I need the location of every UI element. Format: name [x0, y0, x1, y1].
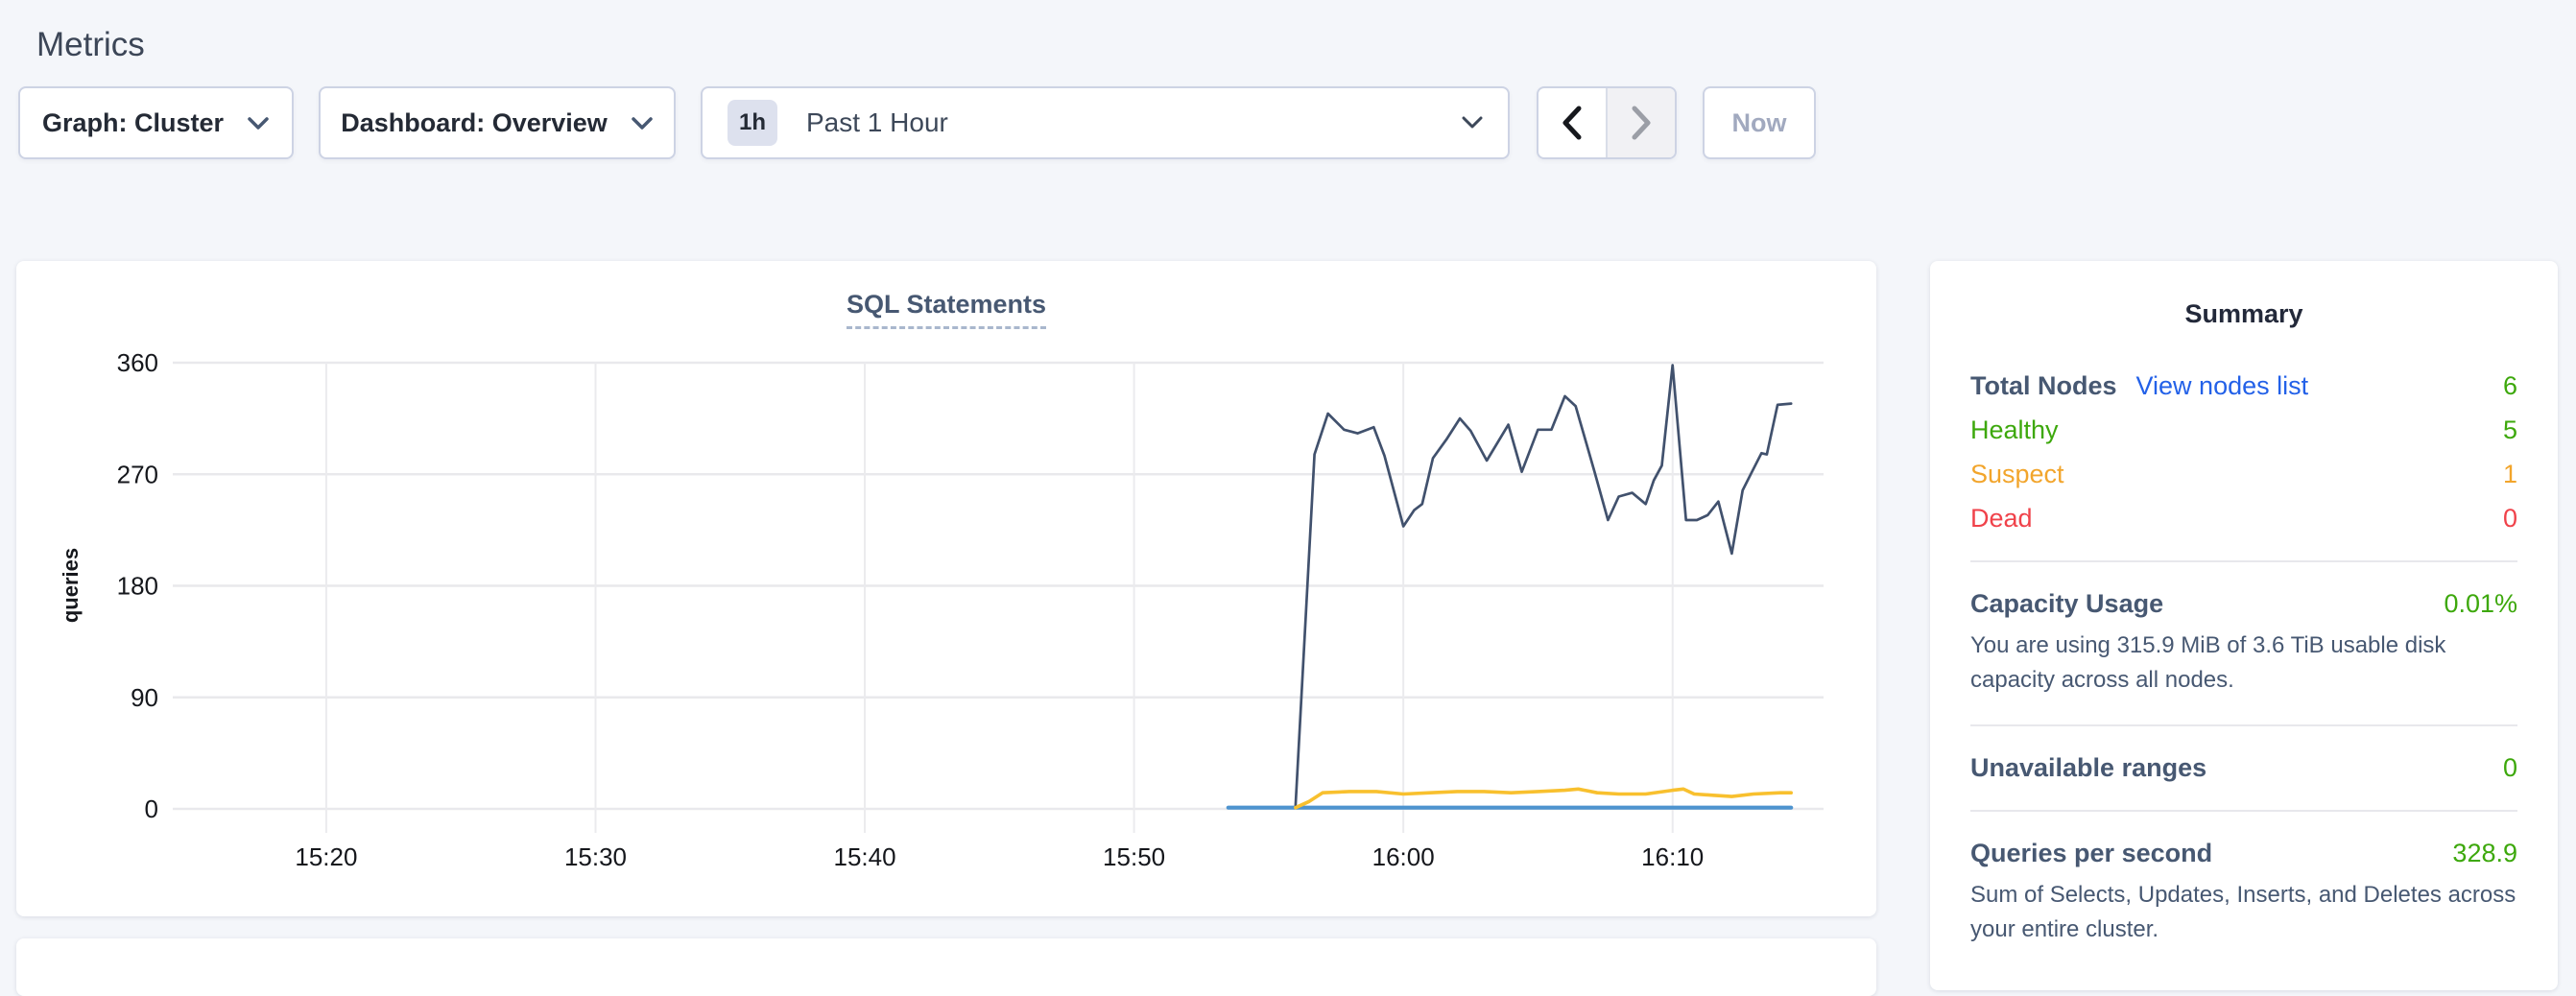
capacity-usage-description: You are using 315.9 MiB of 3.6 TiB usabl…: [1970, 632, 2446, 693]
svg-text:270: 270: [117, 460, 158, 488]
graph-dropdown-label: Graph: Cluster: [41, 107, 225, 137]
now-button-label: Now: [1731, 107, 1787, 137]
svg-text:16:00: 16:00: [1372, 842, 1435, 871]
svg-text:15:40: 15:40: [834, 842, 896, 871]
chevron-down-icon: [247, 116, 270, 130]
sql-statements-card: SQL Statements 0 90 180 270 360 15:20 15:30 15:…: [16, 261, 1876, 916]
capacity-usage-value: 0.01%: [2444, 589, 2517, 618]
chevron-down-icon: [1462, 116, 1483, 130]
yellow-series: [1294, 787, 1793, 810]
svg-text:90: 90: [131, 683, 158, 712]
unavailable-ranges-label: Unavailable ranges: [1970, 753, 2207, 782]
chart-title-wrap: SQL Statements: [16, 290, 1876, 329]
queries-per-second-label: Queries per second: [1970, 839, 2213, 867]
dead-nodes-row: Dead 0: [1970, 504, 2517, 534]
summary-heading: Summary: [2184, 299, 2303, 328]
svg-text:0: 0: [145, 794, 158, 823]
unavailable-ranges-row: Unavailable ranges 0: [1970, 753, 2517, 783]
chevron-left-icon: [1560, 105, 1585, 141]
suspect-nodes-row: Suspect 1: [1970, 460, 2517, 489]
time-range-badge: 1h: [727, 100, 777, 146]
healthy-nodes-row: Healthy 5: [1970, 415, 2517, 445]
svg-text:15:50: 15:50: [1103, 842, 1165, 871]
unavailable-ranges-value: 0: [2502, 753, 2517, 782]
summary-card: Summary Total Nodes View nodes list 6 He…: [1930, 261, 2558, 990]
sql-statements-chart[interactable]: 0 90 180 270 360 15:20 15:30 15:40 15:50 16:00 16:…: [16, 261, 1876, 916]
next-chart-card: [16, 938, 1876, 996]
chart-title[interactable]: SQL Statements: [846, 290, 1047, 329]
divider: [1970, 810, 2517, 812]
healthy-value: 5: [2502, 415, 2517, 444]
metrics-page: { "page": { "title": "Metrics" }, "toolb…: [16, 26, 2558, 996]
time-range-pager: [1537, 86, 1677, 159]
capacity-usage-label: Capacity Usage: [1970, 589, 2164, 618]
queries-per-second-row: Queries per second 328.9: [1970, 839, 2517, 868]
svg-text:16:10: 16:10: [1641, 842, 1704, 871]
dead-label: Dead: [1970, 504, 2033, 533]
dashboard-dropdown[interactable]: Dashboard: Overview: [319, 86, 676, 159]
divider: [1970, 724, 2517, 726]
suspect-value: 1: [2502, 460, 2517, 488]
total-nodes-value: 6: [2502, 371, 2517, 400]
divider: [1970, 560, 2517, 562]
now-button[interactable]: Now: [1703, 86, 1816, 159]
time-range-label: Past 1 Hour: [806, 107, 948, 137]
healthy-label: Healthy: [1970, 415, 2059, 444]
chevron-right-icon: [1629, 105, 1654, 141]
graph-dropdown[interactable]: Graph: Cluster: [18, 86, 294, 159]
queries-per-second-value: 328.9: [2452, 839, 2517, 867]
svg-text:queries: queries: [59, 548, 83, 623]
time-range-select[interactable]: 1h Past 1 Hour: [701, 86, 1510, 159]
svg-text:360: 360: [117, 348, 158, 377]
svg-text:15:20: 15:20: [295, 842, 357, 871]
view-nodes-link[interactable]: View nodes list: [2135, 371, 2309, 400]
total-nodes-label: Total Nodes: [1970, 371, 2117, 400]
svg-text:15:30: 15:30: [564, 842, 627, 871]
chevron-down-icon: [631, 116, 654, 130]
dead-value: 0: [2502, 504, 2517, 533]
prev-range-button[interactable]: [1538, 88, 1606, 157]
svg-text:180: 180: [117, 572, 158, 601]
suspect-label: Suspect: [1970, 460, 2064, 488]
total-nodes-row: Total Nodes View nodes list 6: [1970, 371, 2517, 401]
queries-per-second-description: Sum of Selects, Updates, Inserts, and De…: [1970, 882, 2516, 942]
navy-series: [1294, 364, 1793, 807]
capacity-usage-row: Capacity Usage 0.01%: [1970, 589, 2517, 619]
dashboard-dropdown-label: Dashboard: Overview: [341, 107, 608, 137]
page-title: Metrics: [36, 26, 145, 64]
next-range-button[interactable]: [1606, 88, 1675, 157]
